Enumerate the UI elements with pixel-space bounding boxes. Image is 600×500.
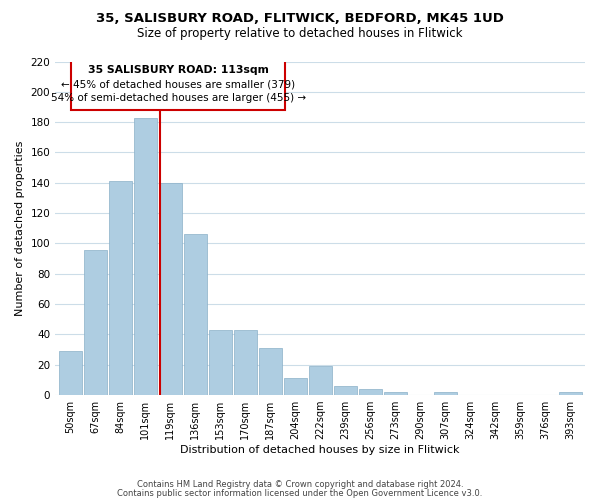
FancyBboxPatch shape (71, 60, 285, 110)
Text: Contains HM Land Registry data © Crown copyright and database right 2024.: Contains HM Land Registry data © Crown c… (137, 480, 463, 489)
Bar (134, 118, 157, 395)
Text: ← 45% of detached houses are smaller (379): ← 45% of detached houses are smaller (37… (61, 80, 295, 90)
Bar (184, 234, 206, 395)
Y-axis label: Number of detached properties: Number of detached properties (15, 140, 25, 316)
Text: 35 SALISBURY ROAD: 113sqm: 35 SALISBURY ROAD: 113sqm (88, 64, 269, 74)
Bar (233, 330, 257, 395)
Bar (59, 351, 82, 395)
Bar (284, 378, 307, 395)
Bar (308, 366, 332, 395)
Bar (559, 392, 581, 395)
Bar (334, 386, 356, 395)
Bar (259, 348, 281, 395)
Bar (383, 392, 407, 395)
Bar (83, 250, 107, 395)
Text: 54% of semi-detached houses are larger (455) →: 54% of semi-detached houses are larger (… (50, 94, 306, 104)
Bar (434, 392, 457, 395)
Bar (209, 330, 232, 395)
Text: 35, SALISBURY ROAD, FLITWICK, BEDFORD, MK45 1UD: 35, SALISBURY ROAD, FLITWICK, BEDFORD, M… (96, 12, 504, 26)
Bar (158, 183, 182, 395)
X-axis label: Distribution of detached houses by size in Flitwick: Distribution of detached houses by size … (181, 445, 460, 455)
Text: Contains public sector information licensed under the Open Government Licence v3: Contains public sector information licen… (118, 489, 482, 498)
Text: Size of property relative to detached houses in Flitwick: Size of property relative to detached ho… (137, 28, 463, 40)
Bar (109, 182, 131, 395)
Bar (359, 389, 382, 395)
